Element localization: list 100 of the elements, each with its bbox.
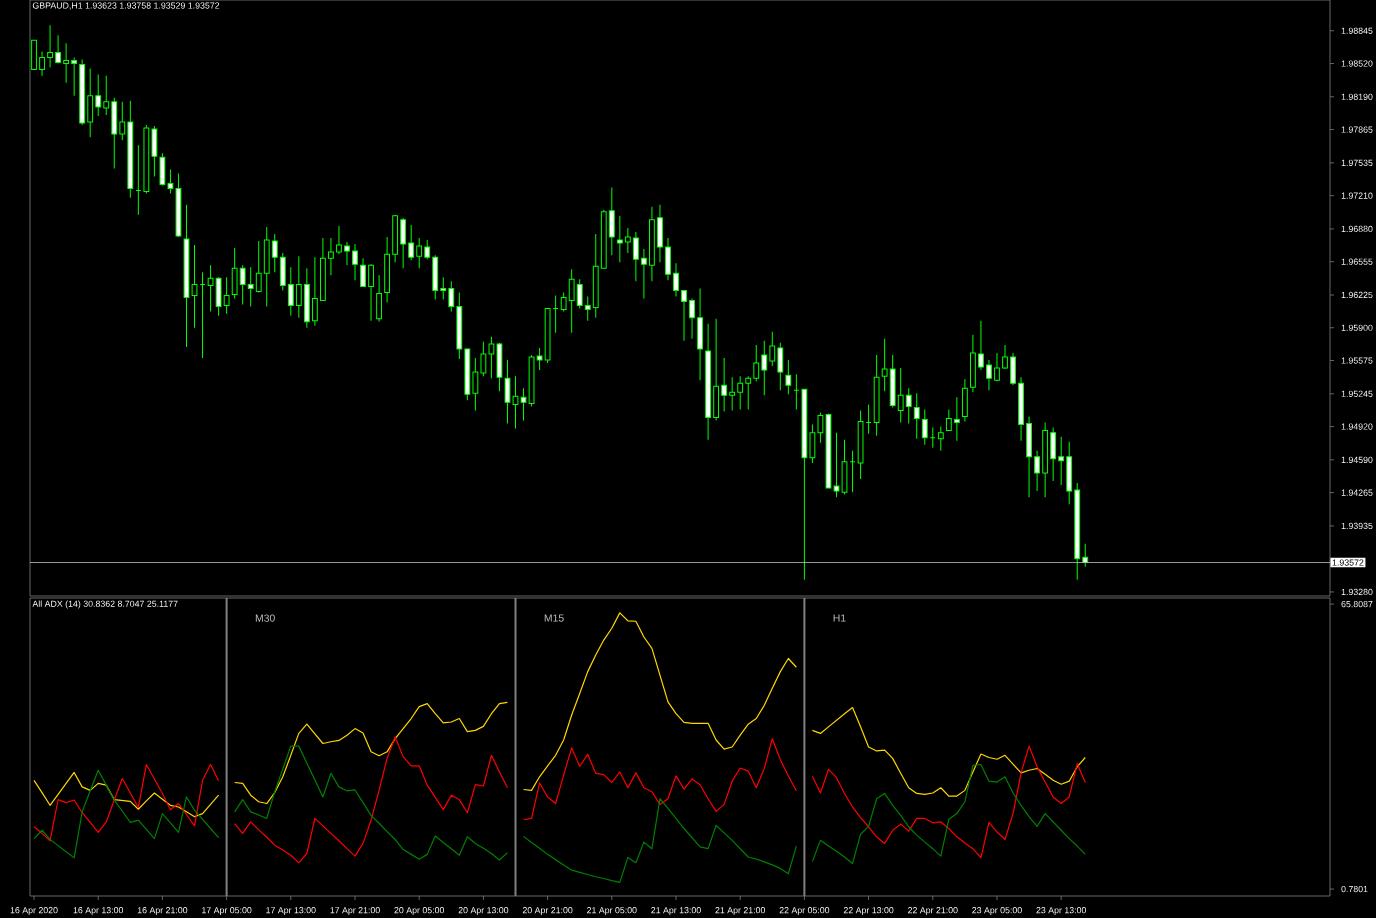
candlestick: [239, 264, 246, 306]
candlestick: [721, 357, 728, 412]
candlestick: [785, 359, 792, 395]
candlestick: [849, 450, 856, 493]
candlestick: [448, 280, 455, 313]
candlestick: [753, 344, 760, 382]
candlestick: [95, 74, 102, 117]
chart-title: All ADX (14) 30.8362 8.7047 25.1177: [32, 600, 178, 609]
candlestick: [119, 101, 126, 141]
x-tick-label: 16 Apr 2020: [10, 907, 58, 916]
x-tick-label: 16 Apr 21:00: [137, 907, 188, 916]
candlestick: [616, 215, 623, 263]
candlestick: [271, 233, 278, 273]
candlestick: [729, 376, 736, 411]
candlestick: [424, 239, 431, 260]
candlestick: [480, 341, 487, 377]
y-tick-label: 1.95245: [1341, 390, 1373, 397]
x-tick-label: 21 Apr 05:00: [587, 907, 637, 916]
candlestick: [472, 357, 479, 411]
candlestick: [360, 257, 366, 287]
y-tick-label: 1.97865: [1341, 126, 1373, 133]
candlestick: [1002, 344, 1008, 370]
y-tick-label: 1.94265: [1341, 489, 1373, 496]
candlestick: [255, 240, 262, 293]
candlestick: [71, 56, 78, 97]
candlestick: [416, 237, 423, 269]
candlestick: [681, 289, 687, 342]
candlestick: [63, 42, 70, 84]
candlestick: [817, 411, 824, 444]
x-tick-label: 17 Apr 13:00: [266, 907, 316, 916]
y-tick-label: 1.98190: [1341, 93, 1373, 100]
y-tick-label: 1.96880: [1341, 225, 1373, 233]
candlestick: [624, 227, 631, 254]
candlestick: [167, 168, 174, 195]
x-tick-label: 20 Apr 21:00: [522, 907, 573, 916]
y-tick-label: 1.98845: [1341, 27, 1373, 34]
y-tick-label: 1.96555: [1341, 258, 1373, 265]
candlestick: [328, 237, 334, 276]
candlestick: [921, 408, 928, 446]
candlestick: [576, 278, 583, 310]
candlestick: [761, 340, 768, 396]
annotation: M30: [255, 614, 275, 622]
x-tick-label: 23 Apr 13:00: [1036, 907, 1087, 916]
candlestick: [207, 264, 214, 313]
candlestick: [560, 291, 567, 313]
candlestick: [408, 224, 415, 261]
candlestick: [39, 50, 45, 77]
y-tick-label: 1.97210: [1341, 192, 1373, 199]
chart-title: GBPAUD,H1 1.93623 1.93758 1.93529 1.93572: [32, 2, 220, 10]
x-tick-label: 22 Apr 21:00: [908, 907, 958, 916]
x-tick-label: 21 Apr 21:00: [715, 907, 766, 916]
candlestick: [881, 338, 888, 392]
candlestick: [913, 392, 920, 440]
x-tick-label: 20 Apr 13:00: [458, 907, 509, 916]
x-tick-label: 20 Apr 05:00: [394, 907, 445, 916]
candlestick: [640, 248, 647, 299]
candlestick: [47, 24, 53, 69]
y-tick-label: 1.94920: [1341, 423, 1373, 430]
candlestick: [945, 408, 952, 432]
annotation: M15: [544, 614, 564, 622]
candlestick: [937, 426, 944, 452]
candlestick: [737, 375, 744, 410]
annotation: H1: [833, 614, 846, 622]
y-tick-label: 1.97535: [1341, 159, 1373, 166]
x-tick-label: 17 Apr 21:00: [330, 907, 380, 916]
candlestick: [897, 367, 904, 424]
candlestick: [994, 352, 1000, 382]
candlestick: [368, 263, 374, 322]
candlestick: [986, 359, 992, 391]
y-tick-label: 0.7801: [1341, 885, 1368, 893]
candlestick: [953, 396, 960, 442]
x-tick-label: 21 Apr 13:00: [651, 907, 701, 916]
y-tick-label: 1.98520: [1341, 60, 1373, 67]
candlestick: [103, 75, 110, 116]
x-tick-label: 23 Apr 05:00: [972, 907, 1022, 916]
candlestick: [295, 255, 302, 319]
candlestick: [769, 331, 776, 367]
y-tick-label: 1.94590: [1341, 456, 1373, 463]
candlestick: [1058, 436, 1065, 486]
candlestick: [673, 262, 679, 297]
y-tick-label: 1.95575: [1341, 357, 1373, 364]
candlestick: [352, 243, 358, 281]
candlestick: [978, 320, 984, 371]
candlestick: [568, 268, 575, 334]
candlestick: [632, 231, 639, 282]
candlestick: [287, 266, 294, 317]
candlestick: [1034, 450, 1041, 492]
candlestick: [440, 276, 447, 301]
y-tick-label: 1.93935: [1341, 522, 1373, 530]
candlestick: [223, 276, 230, 315]
x-tick-label: 16 Apr 13:00: [73, 907, 124, 916]
candlestick: [689, 298, 695, 340]
candlestick: [55, 34, 61, 65]
candlestick: [247, 266, 254, 308]
y-tick-label: 1.96225: [1341, 291, 1373, 299]
candlestick: [584, 295, 591, 322]
candlestick: [336, 225, 342, 255]
candlestick: [344, 241, 350, 266]
candlestick: [488, 336, 495, 379]
candlestick: [905, 387, 912, 425]
